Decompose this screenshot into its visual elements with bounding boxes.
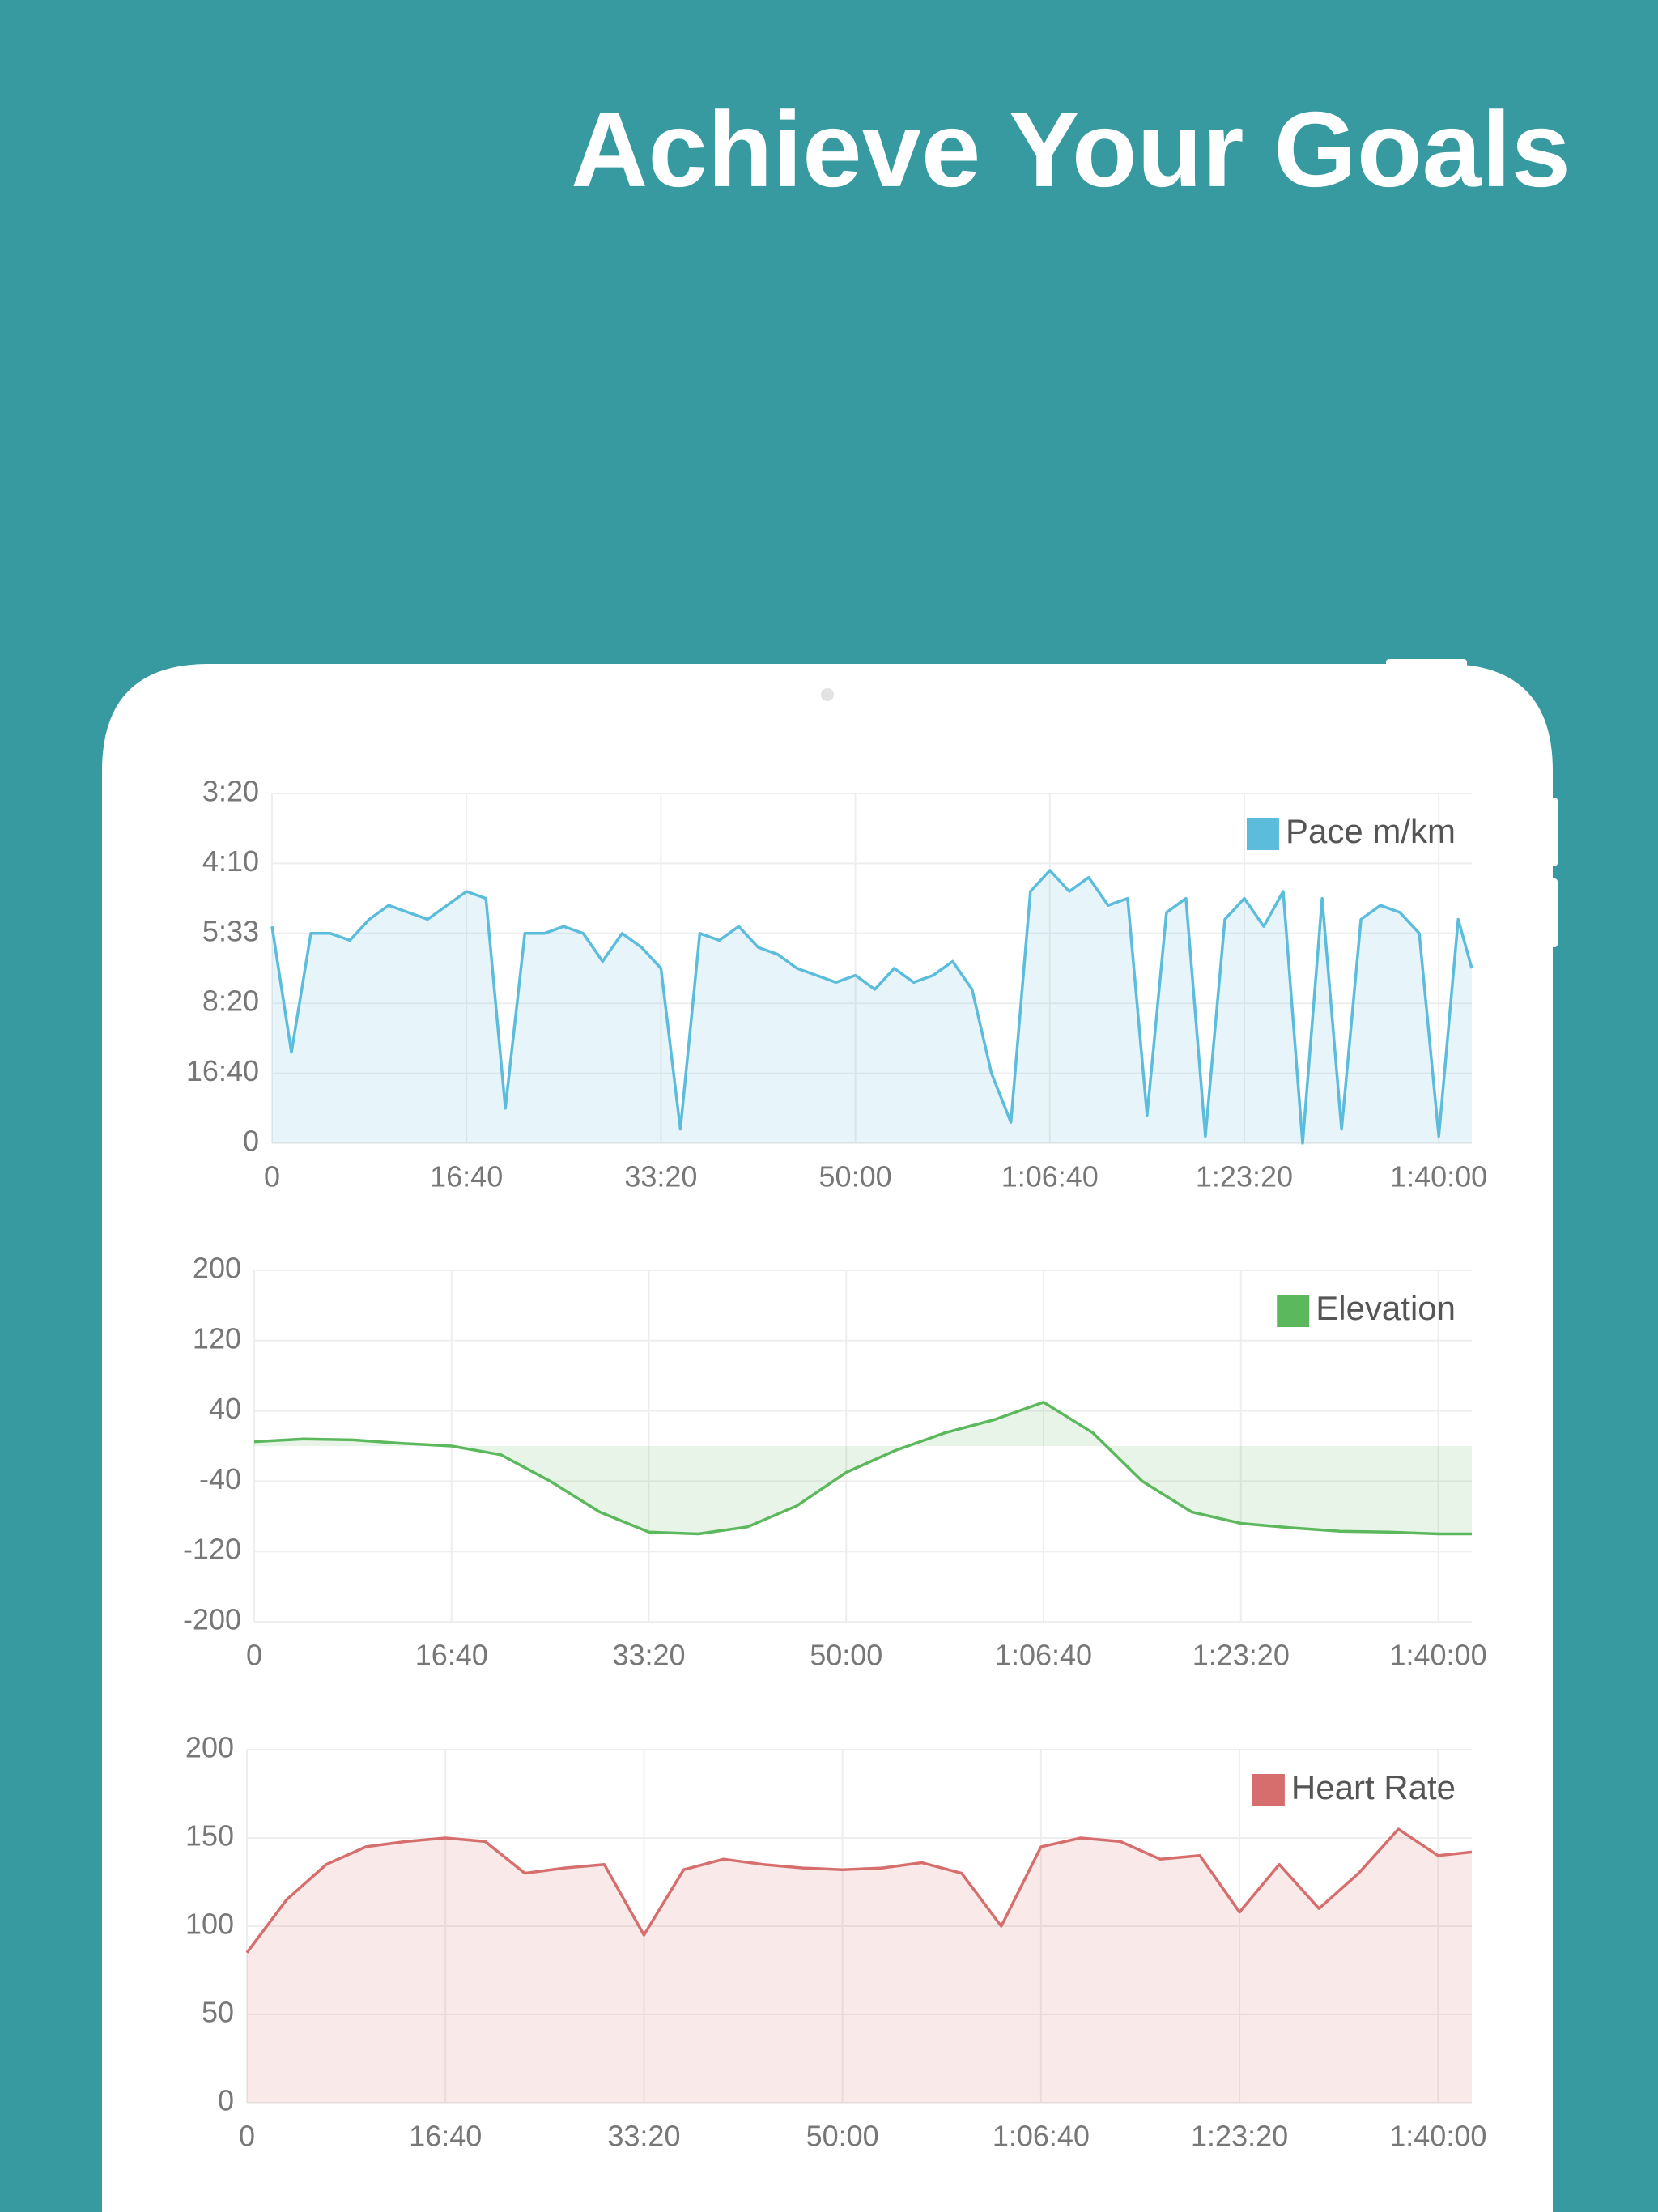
legend-label: Elevation [1316,1289,1456,1327]
x-tick-label: 1:40:00 [1390,1160,1487,1193]
area [254,1402,1472,1534]
x-tick-label: 1:06:40 [993,2120,1090,2153]
y-tick-label: 150 [185,1819,234,1853]
x-tick-label: 1:23:20 [1192,1639,1290,1672]
y-tick-label: 40 [209,1392,241,1425]
camera [821,688,834,701]
x-tick-label: 1:40:00 [1389,2120,1486,2153]
x-tick-label: 1:06:40 [995,1639,1092,1672]
x-tick-label: 1:23:20 [1196,1160,1293,1193]
y-tick-label: 0 [218,2084,234,2117]
device-frame [102,664,1553,2212]
y-tick-label: 0 [243,1125,259,1158]
y-tick-label: -120 [183,1533,241,1566]
y-tick-label: 8:20 [202,985,259,1018]
x-tick-label: 50:00 [819,1160,892,1193]
x-tick-label: 50:00 [810,1639,882,1672]
x-tick-label: 1:23:20 [1191,2120,1288,2153]
x-tick-label: 0 [239,2120,255,2153]
x-tick-label: 0 [246,1639,262,1672]
y-tick-label: 100 [185,1908,234,1941]
x-tick-label: 33:20 [607,2120,680,2153]
y-tick-label: 200 [185,1731,234,1764]
legend-swatch [1252,1774,1285,1806]
y-tick-label: 120 [193,1321,241,1355]
area [247,1829,1472,2103]
y-tick-label: 5:33 [202,914,259,947]
legend-label: Pace m/km [1286,812,1456,850]
y-tick-label: 3:20 [202,775,259,808]
legend-swatch [1277,1295,1310,1327]
x-tick-label: 33:20 [624,1160,697,1193]
y-tick-label: 4:10 [202,844,259,878]
y-tick-label: -200 [183,1603,241,1636]
x-tick-label: 16:40 [415,1639,488,1672]
x-tick-label: 16:40 [409,2120,482,2153]
line [245,1827,1473,1954]
y-tick-label: 16:40 [186,1054,259,1087]
x-tick-label: 1:06:40 [1001,1160,1099,1193]
x-tick-label: 16:40 [430,1160,503,1193]
legend-swatch [1246,818,1279,850]
headline: Achieve Your Goals [571,90,1571,209]
legend-label: Heart Rate [1291,1768,1456,1806]
area [272,870,1472,1143]
y-tick-label: 50 [202,1996,234,2029]
x-tick-label: 33:20 [612,1639,685,1672]
y-tick-label: 200 [193,1252,241,1285]
line [253,1401,1472,1536]
y-tick-label: -40 [199,1462,241,1495]
line [270,869,1473,1145]
x-tick-label: 50:00 [806,2120,879,2153]
x-tick-label: 1:40:00 [1389,1639,1486,1672]
x-tick-label: 0 [264,1160,280,1193]
